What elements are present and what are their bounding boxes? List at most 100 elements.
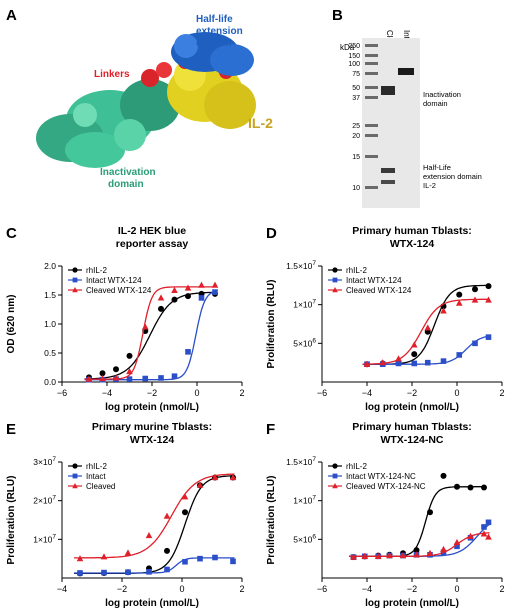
chart-e-x-tick-label: −2 (117, 584, 127, 594)
chart-d-fit-curve-1 (362, 284, 490, 365)
chart-f-point (481, 484, 487, 491)
svg-text:C: C (6, 225, 17, 242)
chart-c-y-tick-label: 0.5 (44, 348, 56, 358)
chart-d-legend-marker (332, 277, 338, 283)
annotation-inactivation: Inactivation (423, 90, 461, 99)
chart-e-point (164, 547, 170, 554)
annotation-domain: domain (423, 99, 448, 108)
chart-f-point (480, 530, 488, 537)
chart-e-legend-label: rhIL-2 (86, 462, 107, 471)
chart-e-svg: E Primary murine Tblasts:WTX-124 −4 −2 0 2 1×… (6, 421, 245, 609)
chart-f-x-tick-label: 0 (454, 584, 459, 594)
chart-e-fit-curve-2 (74, 557, 235, 574)
chart-f-legend-marker (332, 473, 338, 479)
chart-f-point (485, 533, 492, 540)
chart-d-x-tick-label: −2 (407, 388, 417, 398)
chart-e-legend-label: Intact (86, 472, 106, 481)
chart-d-point (455, 299, 463, 306)
chart-d-title-1: Primary human Tblasts: (352, 225, 472, 237)
chart-f-point (399, 552, 407, 559)
chart-e-x-tick-label: 0 (179, 584, 184, 594)
chart-e-point (145, 531, 153, 539)
chart-c-legend-marker (72, 287, 78, 293)
chart-e-point (211, 473, 219, 481)
chart-f-point (350, 553, 357, 560)
marker-15: 15 (352, 154, 360, 161)
chart-f-title-2: WTX-124-NC (380, 434, 443, 446)
marker-50: 50 (352, 85, 360, 92)
chart-c-point (184, 284, 192, 291)
chart-f-x-tick-label: −2 (407, 584, 417, 594)
chart-c-legend-label: Intact WTX-124 (86, 276, 142, 285)
chart-e-point (212, 554, 218, 561)
chart-d-svg: D Primary human Tblasts:WTX-124 −6 −4 −2 0 2 5… (266, 225, 505, 413)
chart-f-legend-label: Cleaved WTX-124-NC (346, 482, 426, 491)
chart-d-point (424, 324, 432, 331)
il2-label: IL-2 (248, 115, 273, 131)
chart-e-point (182, 509, 188, 516)
annotation-half-life: Half-Life (423, 163, 451, 172)
marker-100: 100 (348, 61, 360, 68)
panel-b-letter: B (332, 7, 343, 24)
chart-d-point (485, 334, 492, 340)
half-life-label-2: extension (196, 26, 243, 37)
chart-e-point (125, 569, 131, 575)
chart-d-point (440, 358, 447, 364)
panel-c: C IL-2 HEK blue reporter assay −6 −4 −2 0 2 0.0… (0, 222, 260, 413)
chart-d-y-tick-label: 5×106 (293, 337, 316, 348)
chart-f-point (467, 532, 474, 539)
chart-c-point (112, 374, 120, 381)
chart-f-point (440, 472, 447, 479)
chart-d-title-2: WTX-124 (390, 238, 435, 250)
chart-e-x-label: log protein (nmol/L) (105, 598, 199, 608)
chart-f-fit-curve-1 (349, 486, 486, 557)
chart-c-fit-curve-1 (84, 291, 217, 380)
chart-c-y-tick-label: 0.0 (44, 377, 56, 387)
chart-f-point (454, 543, 460, 550)
chart-e-y-tick-label: 2×107 (33, 495, 56, 506)
chart-e-point (182, 558, 188, 565)
chart-d-point (410, 341, 418, 348)
linkers-label: Linkers (94, 69, 130, 80)
chart-e-y-label: Proliferation (RLU) (6, 476, 17, 565)
chart-f-x-tick-label: 2 (499, 584, 504, 594)
svg-text:F: F (266, 421, 275, 438)
chart-d-point (472, 340, 478, 347)
chart-f-point (485, 519, 492, 526)
kda-label: kDa (340, 43, 355, 52)
panel-b: B kDa Cleaved Intact 250 150 100 75 50 (330, 0, 520, 215)
chart-f-legend-label: Intact WTX-124-NC (346, 472, 416, 481)
chart-c-point (212, 289, 218, 295)
inactivation-label-1: Inactivation (100, 167, 156, 178)
chart-d-point (472, 286, 478, 293)
half-life-label-1: Half-life (196, 14, 233, 25)
marker-250: 250 (348, 43, 360, 50)
half-life-domain-model (171, 32, 254, 76)
chart-c-point (142, 375, 149, 382)
chart-d-point (395, 360, 402, 367)
chart-c-point (158, 375, 164, 381)
chart-c-point (171, 373, 178, 379)
chart-f-svg: F Primary human Tblasts:WTX-124-NC −6 −4 −2… (266, 421, 505, 609)
panel-f: F Primary human Tblasts: WTX-124-NC −6 −4 −2… (260, 418, 520, 609)
chart-f-point (440, 545, 447, 552)
marker-20: 20 (352, 133, 360, 140)
chart-e-point (197, 555, 203, 562)
chart-d-point (379, 359, 387, 366)
annotation-extension-domain: extension domain (423, 172, 482, 181)
chart-c-x-tick-label: −6 (57, 388, 67, 398)
chart-d-point (440, 307, 447, 314)
chart-e-point (163, 512, 171, 519)
annotation-il2: IL-2 (423, 181, 436, 190)
chart-e-x-tick-label: −4 (57, 584, 67, 594)
chart-c-title-2: reporter assay (116, 238, 189, 250)
chart-d-y-tick-label: 1.5×107 (286, 260, 316, 271)
chart-e-legend-marker (72, 473, 78, 479)
chart-c-y-tick-label: 2.0 (44, 261, 56, 271)
chart-c-legend-label: rhIL-2 (86, 266, 107, 275)
chart-f-x-label: log protein (nmol/L) (365, 598, 459, 608)
chart-c-y-tick-label: 1.0 (44, 319, 56, 329)
chart-c-point (171, 286, 178, 293)
chart-f-point (361, 552, 369, 559)
chart-d-point (363, 360, 371, 367)
